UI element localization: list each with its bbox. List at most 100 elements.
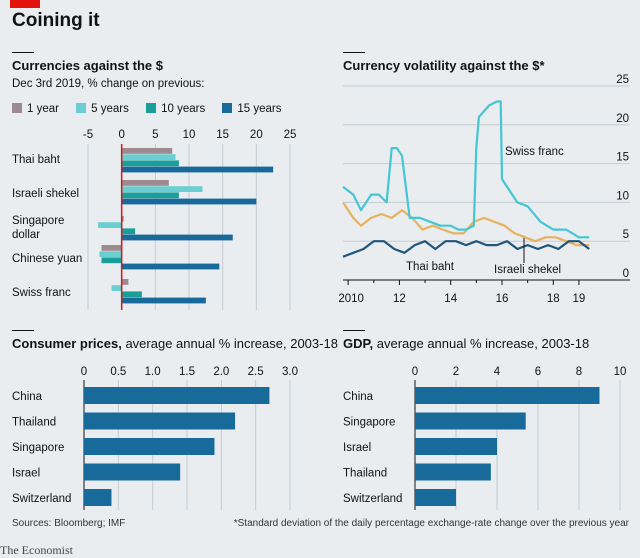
- x-tick-label: 10: [183, 129, 196, 141]
- legend-label: 5 years: [91, 103, 129, 115]
- x-tick-label: 15: [216, 129, 229, 141]
- bar: [84, 489, 112, 506]
- bar: [121, 148, 173, 154]
- panel-rule: [343, 52, 365, 53]
- legend-swatch-15y: [222, 103, 233, 113]
- series-label-israeli-shekel: Israeli shekel: [494, 264, 561, 276]
- category-label: Singapore dollar: [12, 215, 64, 241]
- legend-swatch-1y: [12, 103, 22, 113]
- x-tick-label: 2: [453, 366, 459, 378]
- category-label: Thailand: [12, 417, 56, 429]
- legend-swatch-5y: [76, 103, 87, 113]
- bar: [121, 279, 129, 285]
- x-tick-label: 1.0: [145, 366, 161, 378]
- bar: [84, 463, 181, 481]
- bar: [84, 438, 215, 455]
- cpi-title: Consumer prices, average annual % increa…: [12, 336, 338, 351]
- x-tick-label: 16: [496, 293, 509, 305]
- gdp-subtitle: average annual % increase, 2003-18: [376, 336, 590, 351]
- volatility-title: Currency volatility against the $*: [343, 58, 545, 73]
- legend-item: 15 years: [222, 103, 282, 115]
- red-tag: [10, 0, 40, 8]
- bar: [101, 245, 122, 251]
- category-label-line: Singapore: [12, 215, 64, 227]
- legend-label: 1 year: [27, 103, 59, 115]
- x-tick-label: 25: [284, 129, 297, 141]
- x-tick-label: 0.5: [110, 366, 126, 378]
- currencies-title: Currencies against the $: [12, 58, 163, 73]
- legend-label: 15 years: [237, 103, 282, 115]
- bar: [415, 387, 600, 404]
- x-tick-label: 20: [250, 129, 263, 141]
- x-tick-label: 2010: [338, 293, 364, 305]
- bar: [121, 186, 203, 192]
- category-label: Chinese yuan: [12, 253, 82, 265]
- bar: [121, 216, 124, 222]
- x-tick-label: 6: [535, 366, 541, 378]
- category-label: Thailand: [343, 468, 387, 480]
- x-tick-label: 2.0: [213, 366, 229, 378]
- y-tick-label: 0: [623, 268, 629, 280]
- gdp-title-bold: GDP,: [343, 336, 374, 351]
- category-label: Israel: [343, 442, 371, 454]
- x-tick-label: 1.5: [179, 366, 195, 378]
- bar: [121, 160, 179, 167]
- bar: [415, 463, 491, 481]
- cpi-subtitle: average annual % increase, 2003-18: [125, 336, 338, 351]
- bar: [121, 291, 142, 298]
- category-label: China: [12, 391, 43, 403]
- y-tick-label: 25: [616, 74, 629, 86]
- series-label-thai-baht: Thai baht: [406, 261, 455, 273]
- category-label: Singapore: [343, 417, 395, 429]
- series-line: [342, 100, 590, 239]
- x-tick-label: -5: [83, 129, 93, 141]
- category-label: China: [343, 391, 374, 403]
- y-tick-label: 15: [616, 152, 629, 164]
- bar: [121, 198, 257, 205]
- y-tick-label: 10: [616, 190, 629, 202]
- panel-rule: [12, 52, 34, 53]
- x-tick-label: 8: [576, 366, 582, 378]
- category-label: Swiss franc: [12, 287, 71, 299]
- bar: [121, 154, 176, 160]
- x-tick-label: 5: [152, 129, 158, 141]
- series-label-swiss-franc: Swiss franc: [505, 146, 564, 158]
- category-label: Singapore: [12, 442, 64, 454]
- bar: [121, 297, 206, 304]
- bar: [121, 228, 136, 235]
- x-tick-label: 4: [494, 366, 501, 378]
- legend-item: 10 years: [146, 103, 205, 115]
- x-tick-label: 10: [614, 366, 627, 378]
- brand-logo-text: The Economist: [0, 543, 73, 557]
- bar: [415, 489, 456, 506]
- bar: [99, 251, 122, 257]
- x-tick-label: 2.5: [248, 366, 264, 378]
- x-tick-label: 0: [412, 366, 418, 378]
- currencies-legend: 1 year 5 years 10 years 15 years: [12, 103, 296, 115]
- bar: [98, 222, 122, 228]
- bar: [415, 438, 497, 455]
- x-tick-label: 14: [444, 293, 457, 305]
- category-label: Switzerland: [343, 493, 402, 505]
- x-tick-label: 19: [573, 293, 586, 305]
- footnote: *Standard deviation of the daily percent…: [233, 518, 629, 529]
- bar: [101, 257, 122, 264]
- x-tick-label: 18: [547, 293, 560, 305]
- page-title: Coining it: [12, 10, 100, 31]
- bar: [111, 285, 122, 291]
- panel-rule: [343, 330, 365, 331]
- bar: [84, 412, 236, 430]
- category-label-line: dollar: [12, 229, 40, 241]
- x-tick-label: 0: [118, 129, 124, 141]
- category-label: Israel: [12, 468, 40, 480]
- bar: [415, 412, 526, 430]
- bar: [84, 387, 270, 404]
- y-tick-label: 20: [616, 113, 629, 125]
- currencies-subtitle: Dec 3rd 2019, % change on previous:: [12, 78, 205, 90]
- panel-rule: [12, 330, 34, 331]
- gdp-title: GDP, average annual % increase, 2003-18: [343, 336, 589, 351]
- legend-item: 1 year: [12, 103, 59, 115]
- category-label: Israeli shekel: [12, 188, 79, 200]
- y-tick-label: 5: [623, 229, 629, 241]
